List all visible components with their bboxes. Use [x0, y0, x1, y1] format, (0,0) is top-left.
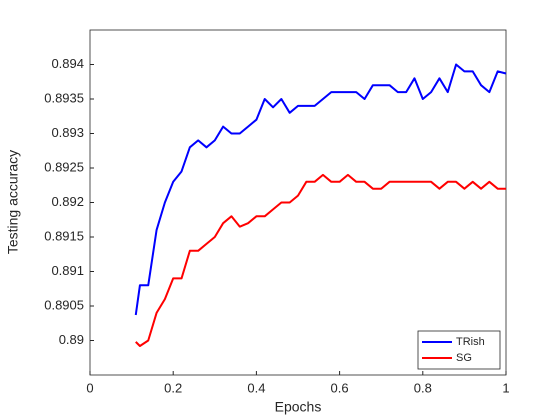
y-tick-label: 0.891	[51, 263, 84, 278]
legend-box	[417, 330, 501, 370]
y-tick-label: 0.89	[59, 332, 84, 347]
y-tick-label: 0.894	[51, 56, 84, 71]
y-axis-label: Testing accuracy	[5, 150, 21, 254]
y-tick-label: 0.892	[51, 194, 84, 209]
plot-area	[89, 29, 507, 376]
data-line	[135, 173, 506, 348]
x-tick-label: 0.6	[331, 380, 349, 395]
x-tick-label: 0.8	[414, 380, 432, 395]
legend-label: SG	[456, 352, 472, 364]
x-axis-label: Epochs	[275, 399, 322, 415]
y-tick-label: 0.893	[51, 125, 84, 140]
data-line	[134, 63, 507, 316]
y-tick-label: 0.8935	[44, 90, 84, 105]
y-tick-label: 0.8925	[44, 159, 84, 174]
y-tick-label: 0.8915	[44, 228, 84, 243]
x-tick-label: 1	[502, 380, 509, 395]
x-tick-label: 0	[86, 380, 93, 395]
x-tick-label: 0.4	[247, 380, 265, 395]
y-tick-label: 0.8905	[44, 297, 84, 312]
x-tick-label: 0.2	[164, 380, 182, 395]
legend-label: TRish	[456, 336, 485, 348]
